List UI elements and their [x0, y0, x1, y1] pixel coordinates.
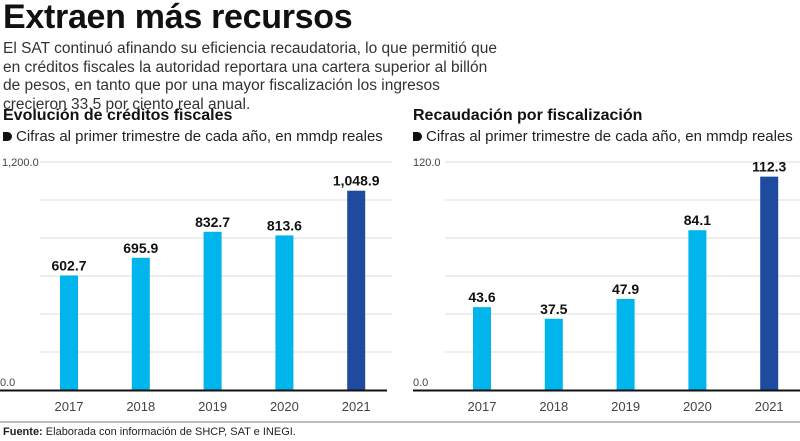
- data-label: 47.9: [612, 281, 639, 297]
- chart-creditos-fiscales: 1,200.0 0.0 602.7 2017 695.9 2018 832.7 2019 813…: [0, 157, 392, 414]
- x-tick-label: 2017: [55, 399, 84, 414]
- y-tick-label: 1,200.0: [2, 157, 39, 169]
- data-label: 602.7: [51, 257, 86, 273]
- bar-2017: [473, 307, 491, 390]
- data-label: 695.9: [123, 240, 158, 256]
- data-label: 37.5: [540, 301, 567, 317]
- bar-2018: [131, 257, 150, 390]
- bar-2020: [275, 235, 294, 390]
- data-label: 1,048.9: [333, 173, 380, 189]
- x-tick-label: 2020: [683, 399, 712, 414]
- data-label: 112.3: [752, 159, 786, 175]
- y-tick-label: 0.0: [413, 377, 428, 389]
- chart-title-creditos: Evolución de créditos fiscales: [3, 107, 233, 124]
- data-label: 84.1: [684, 212, 711, 228]
- data-label: 43.6: [468, 289, 495, 305]
- source-note: Fuente: Elaborada con información de SHC…: [3, 426, 296, 438]
- chart-recaudacion-fiscalizacion: 120.0 0.0 43.6 2017 37.5 2018 47.9 2019 84.1 2020…: [413, 157, 800, 414]
- source-text: Elaborada con información de SHCP, SAT e…: [42, 426, 296, 438]
- data-label: 832.7: [195, 214, 230, 230]
- chart-subtitle-recaudacion: Cifras al primer trimestre de cada año, …: [413, 128, 793, 145]
- x-tick-label: 2019: [611, 399, 640, 414]
- chart-subtitle-creditos: Cifras al primer trimestre de cada año, …: [3, 128, 383, 145]
- bar-2019: [203, 231, 222, 390]
- x-tick-label: 2021: [755, 399, 784, 414]
- bullet-icon: [3, 132, 12, 141]
- x-tick-label: 2018: [126, 399, 155, 414]
- x-tick-label: 2020: [270, 399, 299, 414]
- footer-divider: [0, 421, 800, 423]
- bar-2021: [760, 176, 779, 390]
- lede-paragraph: El SAT continuó afinando su eficiencia r…: [3, 40, 498, 113]
- x-tick-label: 2019: [198, 399, 227, 414]
- subtitle-text: Cifras al primer trimestre de cada año, …: [16, 128, 383, 145]
- source-label: Fuente:: [3, 426, 43, 438]
- chart-title-recaudacion: Recaudación por fiscalización: [413, 107, 643, 124]
- x-tick-label: 2018: [539, 399, 568, 414]
- data-label: 813.6: [267, 217, 302, 233]
- headline: Extraen más recursos: [3, 0, 353, 36]
- x-tick-label: 2017: [468, 399, 497, 414]
- bar-2021: [347, 190, 366, 390]
- bar-2018: [544, 318, 563, 390]
- bar-2017: [60, 275, 78, 390]
- y-tick-label: 120.0: [413, 157, 441, 169]
- x-tick-label: 2021: [342, 399, 371, 414]
- bullet-icon: [413, 132, 422, 141]
- bar-2019: [616, 298, 635, 390]
- y-tick-label: 0.0: [0, 377, 15, 389]
- bar-2020: [688, 230, 707, 390]
- subtitle-text: Cifras al primer trimestre de cada año, …: [426, 128, 793, 145]
